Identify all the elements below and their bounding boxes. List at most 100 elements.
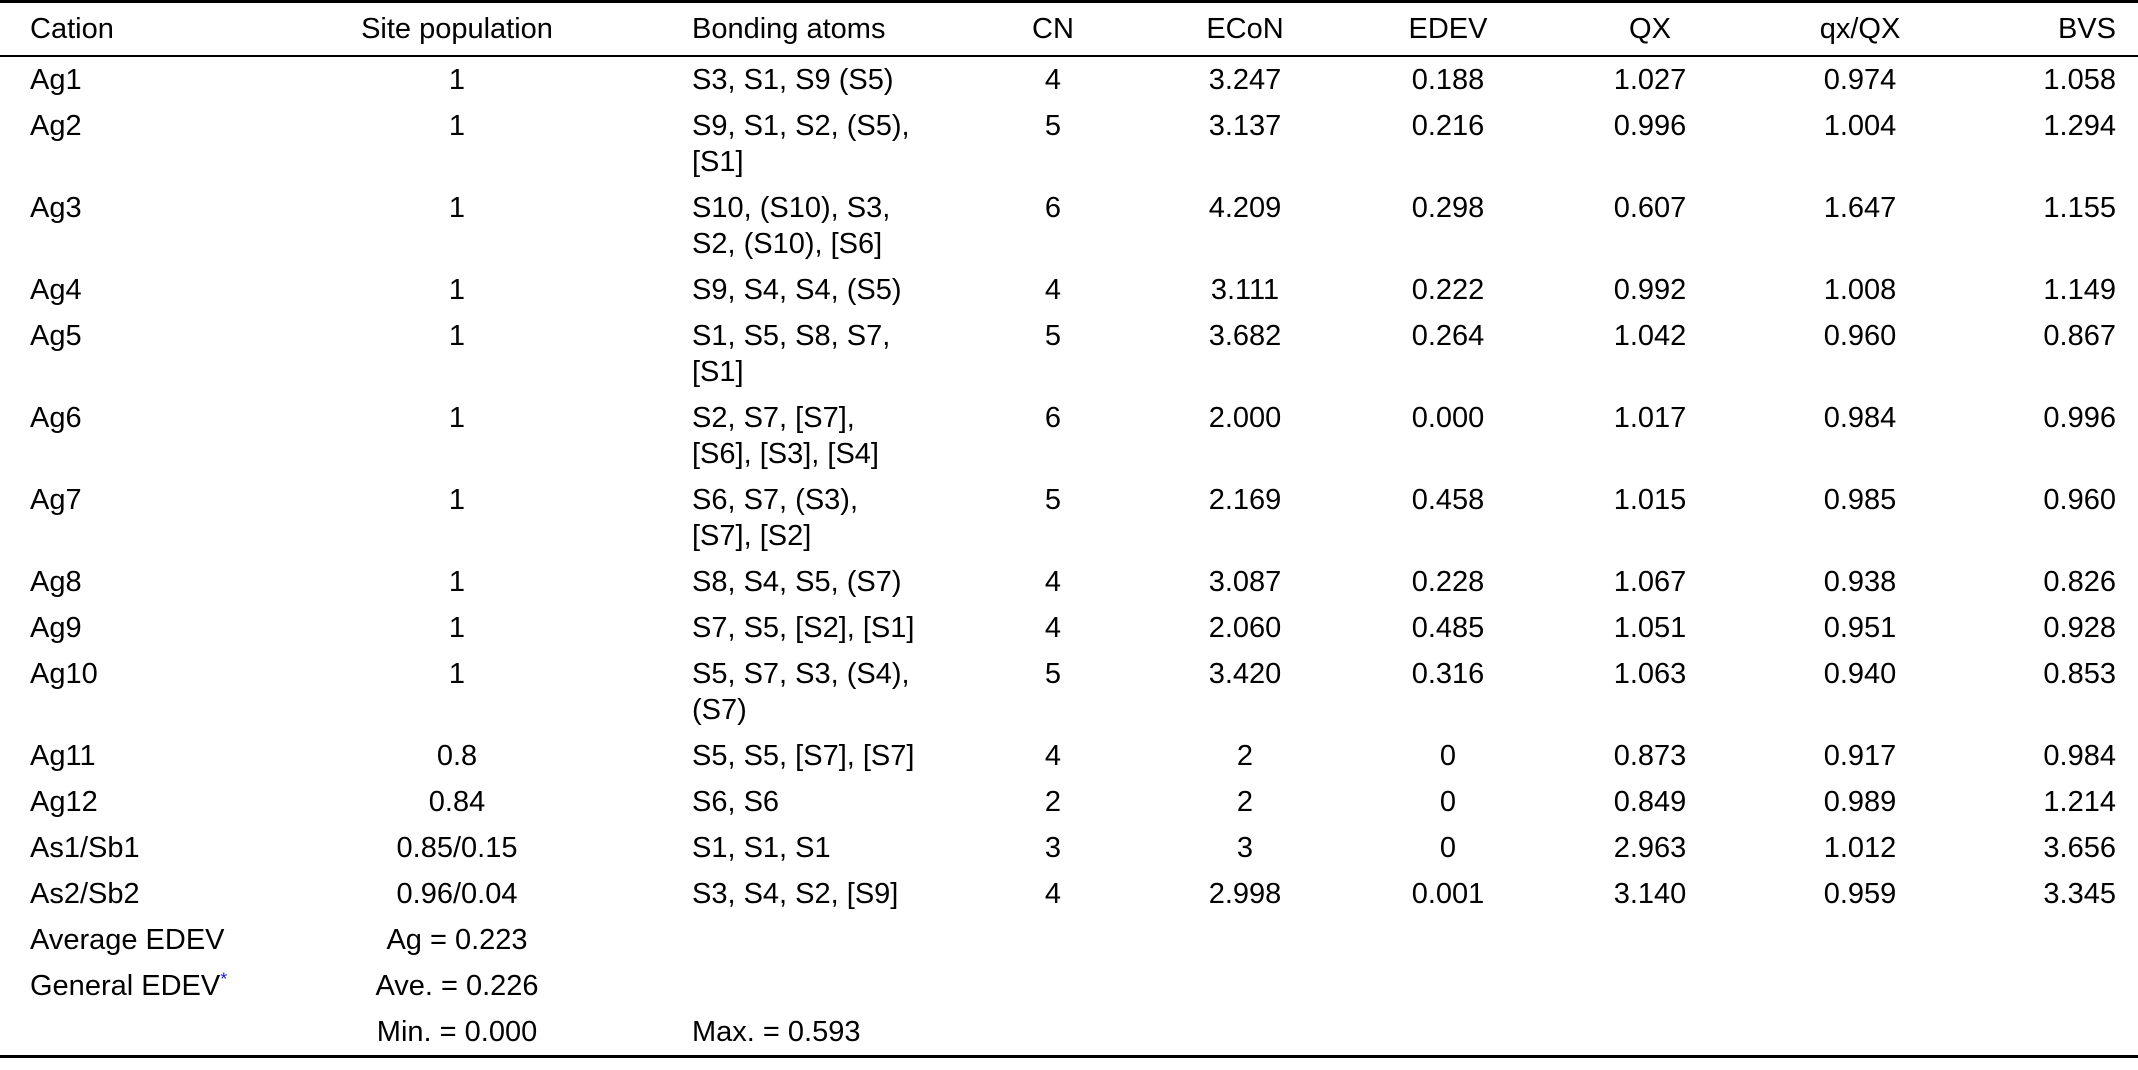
empty-cell — [584, 917, 960, 963]
empty-cell — [1972, 963, 2138, 1009]
qx-cell: 0.607 — [1613, 192, 1687, 224]
average-edev-label: Average EDEV — [30, 924, 225, 956]
site-population-cell: 0.84 — [428, 786, 486, 818]
edev-cell: 0.485 — [1411, 612, 1485, 644]
site-population-cell: 0.85/0.15 — [396, 832, 518, 864]
cation-cell: Ag5 — [30, 320, 82, 352]
econ-cell: 3 — [1236, 832, 1254, 864]
col-header-cation: Cation — [0, 1, 330, 57]
qx-cell: 0.849 — [1613, 786, 1687, 818]
qx-cell: 1.027 — [1613, 64, 1687, 96]
table-row-ag12: Ag12 0.84 S6, S6 2 2 0 0.849 0.989 1.214 — [0, 779, 2138, 825]
econ-cell: 3.087 — [1208, 566, 1282, 598]
bvs-cell: 0.826 — [2043, 566, 2116, 598]
econ-cell: 3.111 — [1210, 274, 1280, 306]
edev-cell: 0.316 — [1411, 658, 1485, 690]
empty-cell — [960, 1009, 1146, 1057]
cn-cell: 4 — [1044, 274, 1062, 306]
bonding-atoms-cell: S6, S6 — [692, 786, 780, 818]
bvs-cell: 0.984 — [2043, 740, 2116, 772]
site-population-cell: 1 — [448, 402, 466, 434]
cation-cell: Ag2 — [30, 110, 82, 142]
cation-cell: Ag11 — [30, 740, 96, 772]
bonding-atoms-cell: S9, S4, S4, (S5) — [692, 274, 902, 306]
site-population-cell: 1 — [448, 484, 466, 516]
empty-cell — [1344, 917, 1552, 963]
empty-cell — [1344, 1009, 1552, 1057]
cation-cell: Ag4 — [30, 274, 82, 306]
qx-ratio-cell: 0.938 — [1823, 566, 1897, 598]
econ-cell: 2.000 — [1208, 402, 1282, 434]
site-population-cell: 1 — [448, 110, 466, 142]
table-row-ag2: Ag2 1 S9, S1, S2, (S5), [S1] 5 3.137 0.2… — [0, 103, 2138, 185]
cn-cell: 5 — [1044, 110, 1062, 142]
econ-cell: 3.247 — [1208, 64, 1282, 96]
footnote-asterisk-link[interactable]: * — [220, 968, 228, 989]
cn-cell: 5 — [1044, 484, 1062, 516]
qx-ratio-cell: 0.940 — [1823, 658, 1897, 690]
qx-cell: 2.963 — [1613, 832, 1687, 864]
edev-cell: 0.264 — [1411, 320, 1485, 352]
site-population-cell: 1 — [448, 274, 466, 306]
general-edev-label: General EDEV* — [0, 963, 330, 1009]
cation-cell: Ag9 — [30, 612, 82, 644]
edev-cell: 0.216 — [1411, 110, 1485, 142]
bonding-atoms-cell: S3, S1, S9 (S5) — [692, 64, 894, 96]
table-row-ag5: Ag5 1 S1, S5, S8, S7, [S1] 5 3.682 0.264… — [0, 313, 2138, 395]
qx-ratio-cell: 0.960 — [1823, 320, 1897, 352]
bvs-cell: 3.656 — [2043, 832, 2116, 864]
cation-cell: Ag8 — [30, 566, 82, 598]
col-header-edev: EDEV — [1344, 1, 1552, 57]
average-edev-value: Ag = 0.223 — [386, 924, 528, 956]
qx-ratio-cell: 1.647 — [1823, 192, 1897, 224]
econ-cell: 3.137 — [1208, 110, 1282, 142]
cation-cell: Ag12 — [30, 786, 98, 818]
edev-cell: 0.000 — [1411, 402, 1485, 434]
bvs-cell: 1.294 — [2043, 110, 2116, 142]
cn-cell: 3 — [1044, 832, 1062, 864]
empty-cell — [1748, 963, 1972, 1009]
table-row-as1-sb1: As1/Sb1 0.85/0.15 S1, S1, S1 3 3 0 2.963… — [0, 825, 2138, 871]
min-edev-value: Min. = 0.000 — [376, 1016, 538, 1048]
cn-cell: 5 — [1044, 658, 1062, 690]
econ-cell: 2 — [1236, 786, 1254, 818]
bvs-cell: 0.867 — [2043, 320, 2116, 352]
site-population-cell: 1 — [448, 658, 466, 690]
empty-cell — [0, 1009, 330, 1057]
cn-cell: 6 — [1044, 402, 1062, 434]
cn-cell: 4 — [1044, 878, 1062, 910]
cation-cell: Ag7 — [30, 484, 82, 516]
bvs-cell: 1.149 — [2043, 274, 2116, 306]
empty-cell — [1748, 917, 1972, 963]
bvs-cell: 0.960 — [2043, 484, 2116, 516]
cation-cell: As2/Sb2 — [30, 878, 140, 910]
col-header-bonding-atoms: Bonding atoms — [584, 1, 960, 57]
qx-ratio-cell: 0.951 — [1823, 612, 1897, 644]
bonding-atoms-cell: S8, S4, S5, (S7) — [692, 566, 902, 598]
qx-cell: 1.015 — [1613, 484, 1687, 516]
econ-cell: 2 — [1236, 740, 1254, 772]
empty-cell — [1552, 963, 1748, 1009]
col-header-qx-ratio: qx/QX — [1748, 1, 1972, 57]
site-population-cell: 0.96/0.04 — [396, 878, 518, 910]
cn-cell: 2 — [1044, 786, 1062, 818]
empty-cell — [960, 917, 1146, 963]
qx-ratio-cell: 0.959 — [1823, 878, 1897, 910]
col-header-qx: QX — [1552, 1, 1748, 57]
table-row-ag6: Ag6 1 S2, S7, [S7], [S6], [S3], [S4] 6 2… — [0, 395, 2138, 477]
cn-cell: 6 — [1044, 192, 1062, 224]
site-population-cell: 1 — [448, 64, 466, 96]
general-edev-label-text: General EDEV — [30, 970, 221, 1002]
table-row-ag10: Ag10 1 S5, S7, S3, (S4), (S7) 5 3.420 0.… — [0, 651, 2138, 733]
site-population-cell: 1 — [448, 566, 466, 598]
bvs-cell: 1.155 — [2043, 192, 2116, 224]
qx-cell: 1.017 — [1613, 402, 1687, 434]
col-header-site-population: Site population — [330, 1, 584, 57]
bonding-atoms-cell: S5, S5, [S7], [S7] — [692, 740, 915, 772]
empty-cell — [1972, 1009, 2138, 1057]
bonding-atoms-cell: S5, S7, S3, (S4), (S7) — [692, 658, 910, 726]
table-row-ag3: Ag3 1 S10, (S10), S3, S2, (S10), [S6] 6 … — [0, 185, 2138, 267]
site-population-cell: 1 — [448, 612, 466, 644]
qx-ratio-cell: 1.008 — [1823, 274, 1897, 306]
econ-cell: 3.420 — [1208, 658, 1282, 690]
